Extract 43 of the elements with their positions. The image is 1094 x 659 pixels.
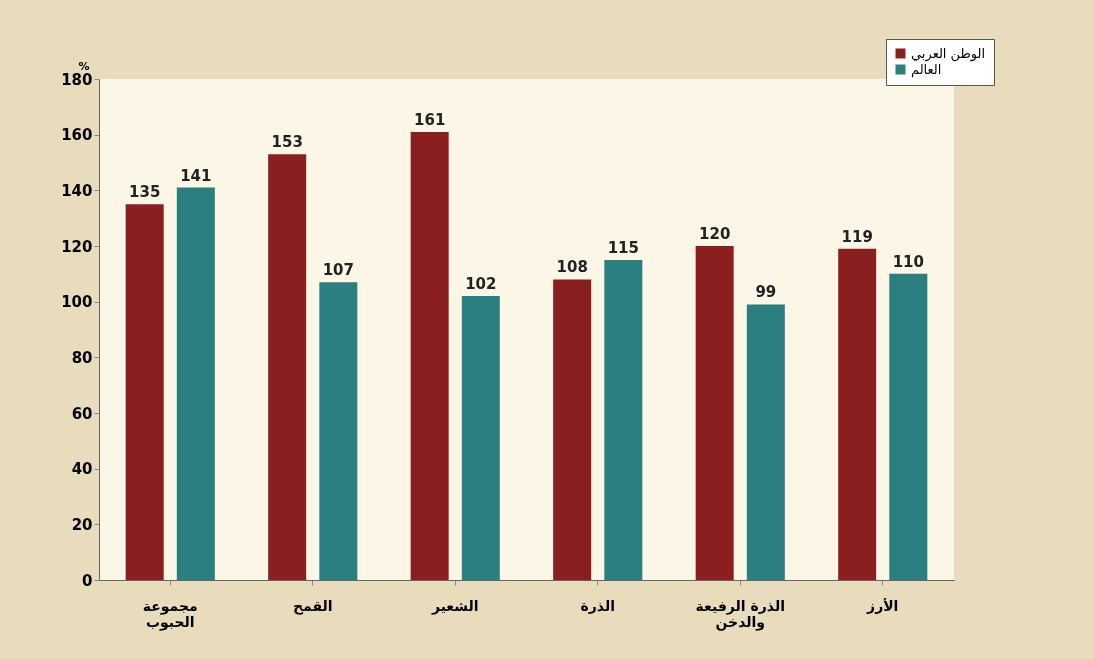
bar (268, 154, 307, 580)
x-tick-label: الذرة الرفيعة والدخن (695, 597, 785, 631)
x-tick-label: مجموعة الحبوب (142, 597, 198, 631)
data-label: 153 (271, 133, 303, 152)
data-label: 135 (129, 183, 161, 202)
bar (746, 304, 785, 580)
x-tick-label: الأرز (866, 597, 899, 614)
legend-label: الوطن العربي (911, 45, 986, 62)
data-label: 119 (841, 227, 873, 246)
data-label: 99 (755, 283, 777, 302)
y-tick-label: 180 (61, 70, 93, 89)
data-label: 110 (892, 252, 924, 271)
y-tick-label: 0 (82, 571, 93, 590)
data-label: 107 (322, 261, 354, 280)
bar (319, 282, 358, 580)
bar (410, 131, 449, 580)
data-label: 161 (414, 110, 446, 129)
y-tick-label: 80 (71, 348, 93, 367)
legend-label: العالم (911, 61, 942, 78)
bar (695, 246, 734, 580)
data-label: 115 (607, 238, 639, 257)
data-label: 102 (465, 275, 497, 294)
data-label: 141 (180, 166, 212, 185)
y-tick-label: 20 (71, 515, 93, 534)
data-label: 120 (699, 225, 731, 243)
bar (838, 248, 877, 580)
bar (889, 273, 928, 580)
y-tick-label: 60 (71, 404, 93, 423)
x-tick-label: الذرة (580, 597, 615, 614)
y-tick-label: 140 (61, 181, 93, 200)
x-tick-label: الشعير (430, 597, 479, 615)
bar (553, 279, 592, 580)
bar (461, 296, 500, 580)
bar (604, 259, 643, 580)
y-tick-label: 100 (61, 293, 93, 312)
bar (176, 187, 215, 580)
y-axis-title: % (78, 59, 90, 73)
x-tick-label: القمح (292, 597, 333, 615)
y-tick-label: 160 (61, 126, 93, 145)
data-label: 108 (556, 258, 588, 277)
y-tick-label: 40 (71, 460, 93, 479)
y-tick-label: 120 (61, 237, 93, 256)
bar (125, 204, 164, 580)
